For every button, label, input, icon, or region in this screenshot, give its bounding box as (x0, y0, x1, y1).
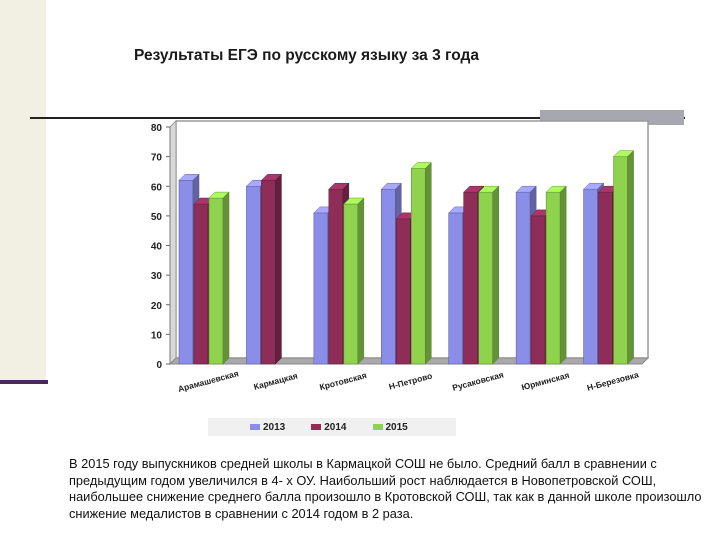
bar-side-2015-2 (357, 197, 365, 365)
x-category-label: Русаковская (451, 369, 505, 392)
legend-swatch-2014 (311, 424, 322, 430)
legend-label-2013: 2013 (263, 421, 286, 433)
chart-legend: 2013 2014 2015 (208, 418, 456, 436)
y-tick-label: 50 (151, 212, 163, 223)
bar-2013-3 (380, 188, 396, 365)
bar-2015-3 (410, 168, 426, 365)
bar-2013-6 (583, 188, 598, 365)
left-decor-line (0, 380, 48, 384)
plot-left-wall (169, 119, 177, 366)
bar-2013-1 (246, 185, 261, 365)
y-tick-label: 0 (156, 360, 162, 371)
bar-side-2015-6 (627, 150, 634, 365)
analysis-caption: В 2015 году выпускников средней школы в … (69, 456, 702, 521)
y-tick-label: 20 (151, 301, 163, 312)
bar-side-2015-4 (492, 185, 499, 365)
y-tick-label: 70 (151, 153, 163, 164)
title-divider (30, 117, 685, 119)
bar-side-2015-0 (222, 191, 230, 365)
y-tick-label: 40 (151, 242, 163, 253)
legend-item-2015: 2015 (372, 421, 408, 433)
bar-2013-4 (448, 212, 464, 365)
bar-2014-6 (598, 191, 613, 365)
x-category-label: Кротовская (318, 370, 367, 392)
bar-side-2014-1 (275, 173, 282, 365)
bar-2015-0 (208, 197, 224, 365)
x-category-label: Кармацкая (253, 370, 299, 391)
y-tick-label: 30 (151, 271, 163, 282)
x-category-label: Н-Петрово (388, 371, 434, 392)
legend-label-2015: 2015 (385, 421, 408, 433)
bar-2014-0 (193, 203, 209, 365)
bar-2013-2 (313, 212, 329, 365)
bar-2013-0 (178, 180, 194, 365)
bar-2015-4 (478, 191, 494, 365)
legend-item-2013: 2013 (250, 422, 285, 433)
bar-side-2015-3 (425, 161, 432, 365)
bar-2014-4 (463, 191, 479, 365)
x-category-label: Юрминская (520, 370, 570, 392)
bar-side-2015-5 (559, 185, 567, 365)
y-tick-label: 80 (151, 123, 163, 134)
bar-2015-2 (343, 203, 359, 365)
legend-item-2014: 2014 (311, 421, 347, 433)
legend-swatch-2013 (250, 424, 260, 430)
bar-chart: 0 10 20 30 40 50 60 70 80 Арамашевская Кармацкая Кр… (151, 119, 650, 394)
x-category-label: Арамашевская (177, 368, 240, 394)
y-tick-label: 60 (151, 182, 163, 193)
bar-2014-2 (328, 188, 344, 365)
bar-2015-6 (613, 156, 628, 365)
bar-2014-5 (530, 215, 546, 365)
page-title: Результаты ЕГЭ по русскому языку за 3 го… (134, 47, 480, 64)
bar-2014-1 (261, 180, 276, 365)
legend-swatch-2015 (372, 424, 383, 430)
left-decor-band (0, 0, 46, 382)
legend-label-2014: 2014 (324, 421, 347, 433)
y-tick-label: 10 (151, 330, 163, 341)
bar-2014-3 (395, 218, 411, 365)
x-category-label: Н-Березовка (586, 369, 640, 392)
bar-2015-5 (545, 191, 561, 365)
bar-2013-5 (515, 191, 531, 365)
